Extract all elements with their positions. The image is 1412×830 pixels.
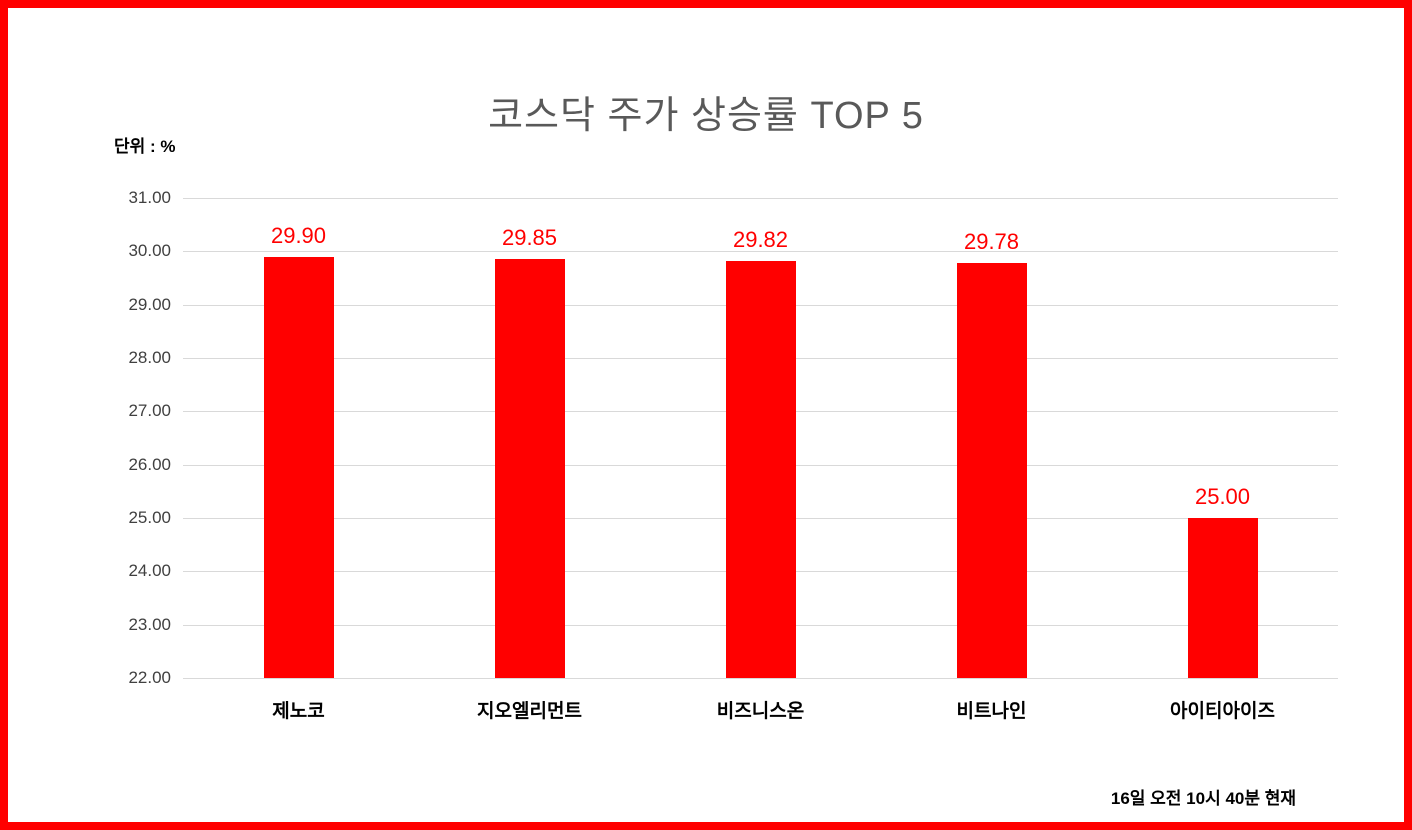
category-label: 비즈니스온 (716, 701, 805, 722)
y-tick-label: 26.00 (128, 454, 171, 474)
category-label: 제노코 (272, 701, 325, 722)
gridline (183, 251, 1338, 253)
bar (725, 260, 796, 678)
value-label: 29.85 (501, 225, 558, 251)
y-tick-label: 30.00 (128, 241, 171, 261)
bar (263, 256, 334, 678)
category-label: 지오엘리먼트 (477, 701, 582, 722)
y-tick-label: 24.00 (128, 561, 171, 581)
bar (956, 263, 1027, 678)
y-tick-label: 25.00 (128, 508, 171, 527)
value-label: 25.00 (1194, 484, 1251, 509)
y-tick-label: 27.00 (128, 401, 171, 421)
bar (1187, 518, 1258, 678)
value-label: 29.78 (963, 229, 1020, 255)
y-tick-label: 31.00 (128, 188, 171, 207)
timestamp: 16일 오전 10시 40분 현재 (1110, 789, 1296, 808)
value-label: 29.82 (732, 226, 789, 252)
y-tick-label: 23.00 (128, 614, 171, 634)
category-labels: 제노코 지오엘리먼트 비즈니스온 비트나인 아이티아이즈 (183, 696, 1338, 728)
category-label: 비트나인 (956, 701, 1027, 722)
unit-label: 단위 : % (114, 137, 176, 156)
gridline (183, 678, 1338, 679)
y-axis-labels: 22.00 23.00 24.00 25.00 26.00 27.00 28.00 29.00… (83, 188, 171, 687)
value-label: 29.90 (270, 222, 327, 248)
y-tick-label: 22.00 (128, 668, 171, 687)
gridline (183, 198, 1338, 199)
y-tick-label: 29.00 (128, 294, 171, 314)
category-label: 아이티아이즈 (1170, 701, 1275, 722)
y-tick-label: 28.00 (128, 348, 171, 367)
chart-title: 코스닥 주가 상승률 TOP 5 (488, 95, 924, 137)
plot-area: 29.90 29.85 29.82 29.78 25.00 (183, 198, 1338, 679)
bar (494, 259, 565, 678)
